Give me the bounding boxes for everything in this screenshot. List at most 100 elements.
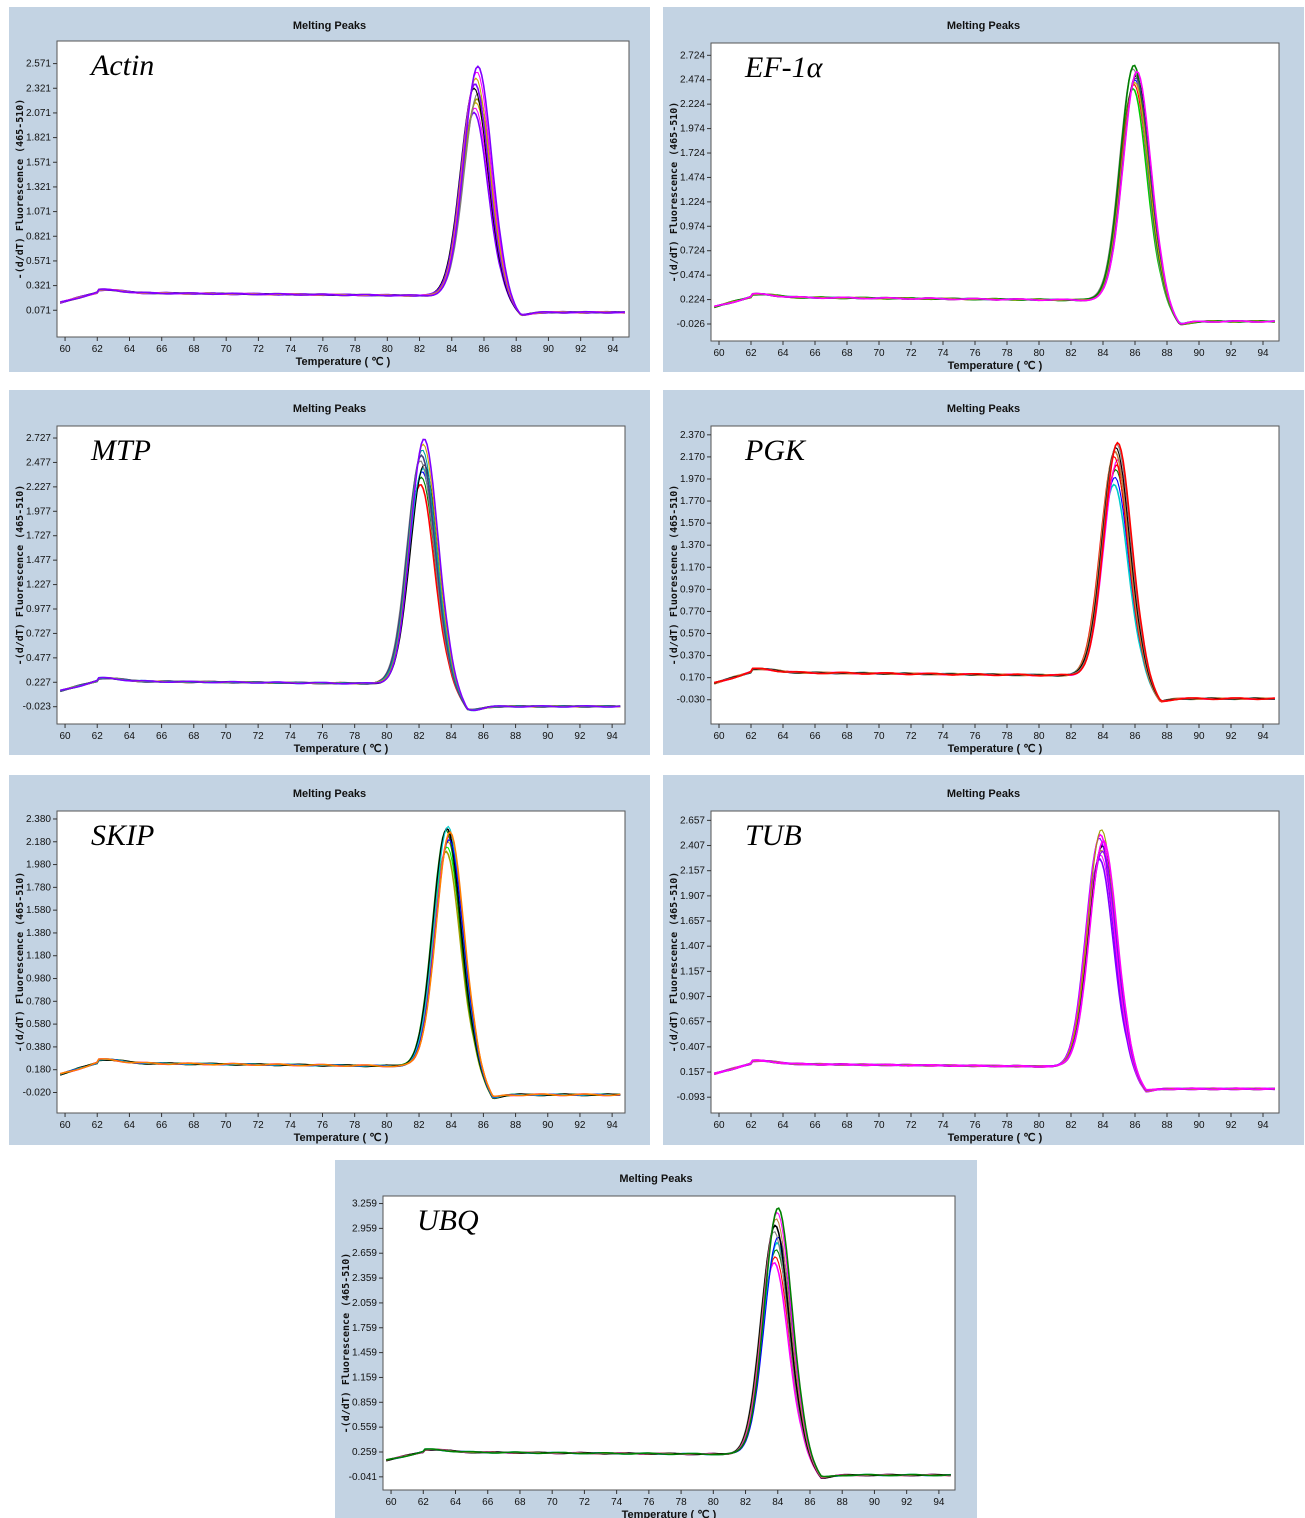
y-tick-label: 2.571	[26, 59, 51, 70]
x-tick-label: 72	[253, 731, 265, 742]
x-tick-label: 86	[804, 1497, 816, 1508]
x-tick-label: 82	[1065, 731, 1077, 742]
x-tick-label: 64	[450, 1497, 462, 1508]
y-tick-label: 1.907	[680, 891, 705, 902]
x-tick-label: 76	[317, 731, 329, 742]
x-tick-label: 92	[575, 344, 587, 355]
y-tick-label: 0.727	[26, 628, 51, 639]
melting-peaks-chart-pgk: Melting Peaks PGK 60 62 64 66 68 70 72 74 76 78 80 82…	[669, 403, 1280, 755]
plot-area	[710, 425, 1280, 725]
y-tick-label: 1.477	[26, 555, 51, 566]
x-tick-label: 74	[937, 1120, 949, 1131]
x-axis-label: Temperature ( ℃ )	[294, 1132, 389, 1144]
x-tick-label: 62	[745, 731, 757, 742]
x-tick-label: 78	[1001, 1120, 1013, 1131]
x-tick-label: 84	[1097, 348, 1109, 359]
x-tick-label: 66	[809, 348, 821, 359]
x-tick-label: 94	[607, 1120, 619, 1131]
x-tick-label: 62	[92, 1120, 104, 1131]
x-tick-label: 80	[1033, 348, 1045, 359]
x-tick-label: 86	[1129, 731, 1141, 742]
y-tick-label: 1.159	[352, 1372, 377, 1383]
x-tick-label: 80	[1033, 731, 1045, 742]
x-tick-label: 82	[740, 1497, 752, 1508]
y-tick-label: -0.023	[23, 702, 52, 713]
x-tick-label: 60	[713, 348, 725, 359]
x-tick-label: 76	[317, 1120, 329, 1131]
x-tick-label: 86	[478, 731, 490, 742]
y-tick-label: 2.380	[26, 814, 51, 825]
y-tick-label: 1.370	[680, 540, 705, 551]
y-tick-label: 0.157	[680, 1067, 705, 1078]
x-tick-label: 80	[708, 1497, 720, 1508]
plot-area	[56, 40, 630, 338]
chart-title: Melting Peaks	[947, 788, 1020, 800]
x-tick-label: 60	[713, 1120, 725, 1131]
y-tick-label: 1.724	[680, 148, 705, 159]
y-tick-label: -0.030	[677, 695, 706, 706]
y-tick-label: 0.974	[680, 221, 705, 232]
x-tick-label: 70	[547, 1497, 559, 1508]
y-tick-label: 1.321	[26, 182, 51, 193]
x-tick-label: 90	[542, 731, 554, 742]
x-tick-label: 78	[350, 344, 362, 355]
melting-peaks-chart-tub: Melting Peaks TUB 60 62 64 66 68 70 72 74 76 78 80 82…	[669, 788, 1280, 1144]
y-tick-label: 1.780	[26, 882, 51, 893]
x-tick-label: 90	[1193, 1120, 1205, 1131]
x-tick-label: 62	[92, 731, 104, 742]
x-tick-label: 78	[1001, 348, 1013, 359]
y-axis-label: -(d/dT) Fluorescence (465-510)	[669, 872, 680, 1053]
y-tick-label: 2.059	[352, 1298, 377, 1309]
x-tick-label: 78	[676, 1497, 688, 1508]
y-tick-label: 1.977	[26, 506, 51, 517]
y-tick-label: 1.459	[352, 1348, 377, 1359]
x-tick-label: 92	[574, 731, 586, 742]
x-tick-label: 92	[1225, 1120, 1237, 1131]
y-tick-label: 0.980	[26, 974, 51, 985]
y-tick-label: 1.407	[680, 941, 705, 952]
y-tick-label: 2.359	[352, 1273, 377, 1284]
y-tick-label: 0.821	[26, 231, 51, 242]
melt-curve	[60, 438, 621, 712]
x-tick-label: 84	[446, 344, 458, 355]
y-tick-label: 1.180	[26, 951, 51, 962]
x-tick-label: 62	[418, 1497, 430, 1508]
x-tick-label: 74	[937, 348, 949, 359]
x-tick-label: 62	[92, 344, 104, 355]
x-tick-label: 68	[188, 731, 200, 742]
melt-curve	[713, 441, 1275, 702]
y-tick-label: 0.259	[352, 1447, 377, 1458]
y-tick-label: 2.477	[26, 457, 51, 468]
y-tick-label: 2.474	[680, 75, 705, 86]
x-tick-label: 64	[124, 1120, 136, 1131]
y-tick-label: 2.959	[352, 1223, 377, 1234]
x-tick-label: 70	[220, 1120, 232, 1131]
x-tick-label: 84	[1097, 1120, 1109, 1131]
x-tick-label: 86	[478, 1120, 490, 1131]
x-tick-label: 86	[478, 344, 490, 355]
y-tick-label: 1.580	[26, 905, 51, 916]
y-tick-label: 0.970	[680, 584, 705, 595]
melt-curve	[713, 839, 1275, 1091]
plot-area	[710, 810, 1280, 1114]
x-tick-label: 66	[156, 1120, 168, 1131]
x-axis-label: Temperature ( ℃ )	[948, 743, 1043, 755]
x-tick-label: 66	[156, 344, 168, 355]
y-tick-label: 0.170	[680, 673, 705, 684]
x-tick-label: 90	[1193, 731, 1205, 742]
y-tick-label: 2.180	[26, 837, 51, 848]
y-tick-label: 1.727	[26, 531, 51, 542]
y-tick-label: 2.321	[26, 83, 51, 94]
y-tick-label: 1.071	[26, 207, 51, 218]
x-tick-label: 64	[124, 344, 136, 355]
x-tick-label: 70	[221, 344, 233, 355]
x-tick-label: 80	[381, 1120, 393, 1131]
x-tick-label: 78	[1001, 731, 1013, 742]
x-tick-label: 86	[1129, 1120, 1141, 1131]
y-tick-label: 0.770	[680, 606, 705, 617]
x-tick-label: 94	[607, 344, 619, 355]
plot-area	[382, 1195, 956, 1491]
x-tick-label: 86	[1129, 348, 1141, 359]
y-axis-label: -(d/dT) Fluorescence (465-510)	[669, 102, 680, 283]
y-tick-label: 1.157	[680, 966, 705, 977]
